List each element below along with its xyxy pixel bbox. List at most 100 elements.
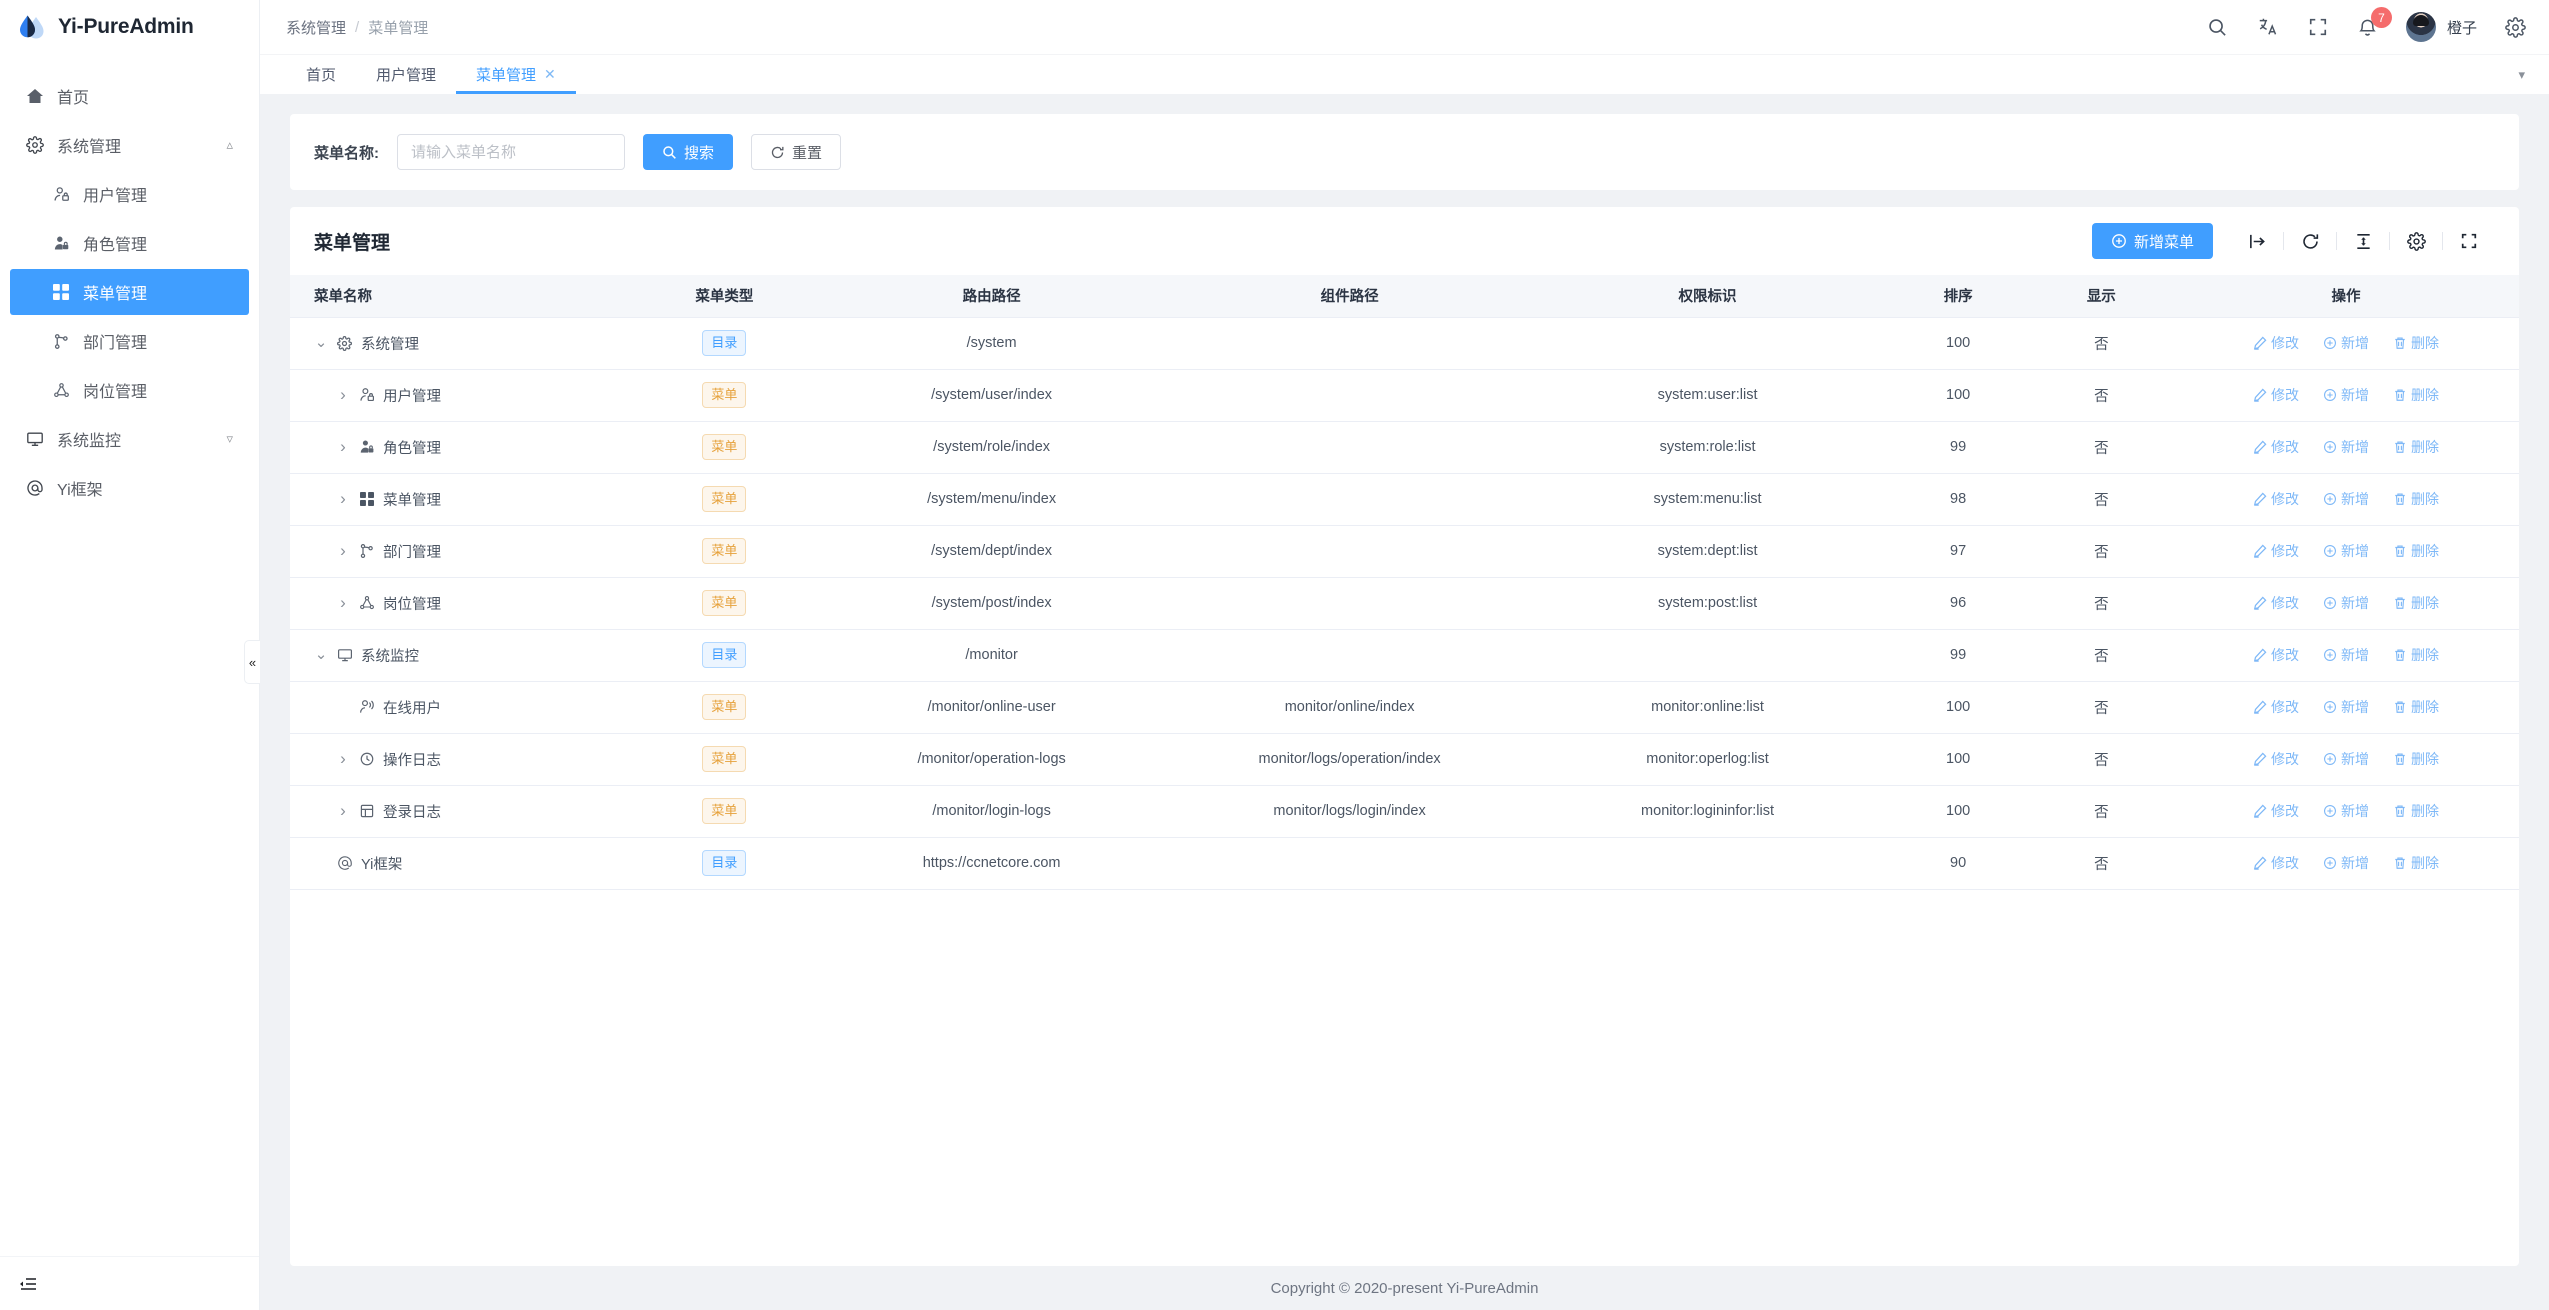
edit-action[interactable]: 修改 xyxy=(2253,385,2299,405)
sidebar-item-dept[interactable]: 部门管理 xyxy=(10,318,249,364)
delete-action[interactable]: 删除 xyxy=(2393,645,2439,665)
add-action[interactable]: 新增 xyxy=(2323,697,2369,717)
tab-user-management[interactable]: 用户管理 xyxy=(356,54,456,94)
add-action[interactable]: 新增 xyxy=(2323,489,2369,509)
expand-all-icon[interactable] xyxy=(2244,228,2270,254)
reset-button[interactable]: 重置 xyxy=(751,134,842,170)
cell-visible: 否 xyxy=(2029,369,2173,422)
chevron-right-icon[interactable]: › xyxy=(340,385,346,404)
translate-icon[interactable] xyxy=(2256,15,2280,39)
chevron-right-icon[interactable]: › xyxy=(340,489,346,508)
table-row[interactable]: Yi框架 目录 https://ccnetcore.com 90 否 修改 新增 删除 xyxy=(290,837,2519,890)
sidebar-item-post[interactable]: 岗位管理 xyxy=(10,367,249,413)
edit-action[interactable]: 修改 xyxy=(2253,749,2299,769)
brand[interactable]: Yi-PureAdmin xyxy=(0,0,259,54)
delete-action[interactable]: 删除 xyxy=(2393,385,2439,405)
edit-action[interactable]: 修改 xyxy=(2253,593,2299,613)
plus-circle-icon xyxy=(2323,596,2337,610)
chevron-right-icon[interactable]: › xyxy=(340,437,346,456)
plus-circle-icon xyxy=(2323,804,2337,818)
fullscreen-icon[interactable] xyxy=(2456,228,2482,254)
add-action[interactable]: 新增 xyxy=(2323,333,2369,353)
delete-action[interactable]: 删除 xyxy=(2393,437,2439,457)
close-icon[interactable]: ✕ xyxy=(544,65,556,82)
table-row[interactable]: ⌄ 系统监控 目录/monitor 99 否 修改 新增 删除 xyxy=(290,629,2519,682)
fullscreen-icon[interactable] xyxy=(2306,15,2330,39)
breadcrumb-parent[interactable]: 系统管理 xyxy=(286,19,347,37)
sidebar-collapse-handle[interactable]: « xyxy=(244,640,260,684)
chevron-right-icon[interactable]: › xyxy=(340,749,346,768)
cell-component-path: monitor/online/index xyxy=(1170,681,1529,734)
edit-action[interactable]: 修改 xyxy=(2253,697,2299,717)
add-action[interactable]: 新增 xyxy=(2323,801,2369,821)
delete-action[interactable]: 删除 xyxy=(2393,593,2439,613)
table-row[interactable]: › 用户管理 菜单/system/user/index system:user:lis… xyxy=(290,369,2519,422)
trash-icon xyxy=(2393,440,2407,454)
add-action[interactable]: 新增 xyxy=(2323,593,2369,613)
menu-table: 菜单名称 菜单类型 路由路径 组件路径 权限标识 排序 显示 操作 ⌄ 系统管理目… xyxy=(290,275,2519,890)
delete-action[interactable]: 删除 xyxy=(2393,541,2439,561)
sidebar-item-home[interactable]: 首页 xyxy=(10,73,249,119)
tab-menu-management[interactable]: 菜单管理 ✕ xyxy=(456,54,576,94)
divider xyxy=(2283,232,2284,250)
table-row[interactable]: ⌄ 系统管理 目录/system 100 否 修改 新增 删除 xyxy=(290,316,2519,370)
table-row[interactable]: › 操作日志 菜单/monitor/operation-logs monitor/lo… xyxy=(290,733,2519,786)
sidebar-item-menu[interactable]: 菜单管理 xyxy=(10,269,249,315)
add-action[interactable]: 新增 xyxy=(2323,437,2369,457)
chevron-down-icon[interactable]: ⌄ xyxy=(314,334,328,351)
sidebar-item-system[interactable]: 系统管理 ▵ xyxy=(10,122,249,168)
chevron-down-icon[interactable]: ▾ xyxy=(2518,67,2525,82)
bell-icon[interactable]: 7 xyxy=(2356,7,2392,39)
add-menu-button[interactable]: 新增菜单 xyxy=(2091,223,2213,259)
table-row[interactable]: › 岗位管理 菜单/system/post/index system:post:lis… xyxy=(290,577,2519,630)
density-icon[interactable] xyxy=(2350,228,2376,254)
table-row[interactable]: › 登录日志 菜单/monitor/login-logs monitor/logs/l… xyxy=(290,785,2519,838)
chevron-right-icon[interactable]: › xyxy=(340,593,346,612)
edit-action[interactable]: 修改 xyxy=(2253,437,2299,457)
delete-action[interactable]: 删除 xyxy=(2393,749,2439,769)
gear-icon xyxy=(336,335,353,352)
settings-gear-icon[interactable] xyxy=(2403,228,2429,254)
delete-action[interactable]: 删除 xyxy=(2393,853,2439,873)
chevron-down-icon[interactable]: ⌄ xyxy=(314,646,328,663)
add-action[interactable]: 新增 xyxy=(2323,853,2369,873)
edit-action[interactable]: 修改 xyxy=(2253,333,2299,353)
edit-action[interactable]: 修改 xyxy=(2253,853,2299,873)
indent-decrease-icon[interactable] xyxy=(18,1274,38,1294)
edit-action[interactable]: 修改 xyxy=(2253,801,2299,821)
gear-icon[interactable] xyxy=(2503,15,2527,39)
table-row[interactable]: › 角色管理 菜单/system/role/index system:role:lis… xyxy=(290,421,2519,474)
add-action[interactable]: 新增 xyxy=(2323,541,2369,561)
search-button[interactable]: 搜索 xyxy=(643,134,734,170)
user-name: 橙子 xyxy=(2446,19,2477,37)
edit-action[interactable]: 修改 xyxy=(2253,541,2299,561)
sidebar-item-monitor[interactable]: 系统监控 ▿ xyxy=(10,416,249,462)
tab-home[interactable]: 首页 xyxy=(286,54,356,94)
edit-action[interactable]: 修改 xyxy=(2253,489,2299,509)
table-row[interactable]: › 部门管理 菜单/system/dept/index system:dept:lis… xyxy=(290,525,2519,578)
add-action[interactable]: 新增 xyxy=(2323,385,2369,405)
search-icon[interactable] xyxy=(2206,15,2230,39)
add-action[interactable]: 新增 xyxy=(2323,749,2369,769)
refresh-icon[interactable] xyxy=(2297,228,2323,254)
menu-name-input[interactable] xyxy=(397,134,625,170)
sidebar-item-role[interactable]: 角色管理 xyxy=(10,220,249,266)
trash-icon xyxy=(2393,856,2407,870)
chevron-right-icon[interactable]: › xyxy=(340,801,346,820)
cell-permission: system:post:list xyxy=(1528,577,1887,630)
table-row[interactable]: 在线用户 菜单/monitor/online-user monitor/online… xyxy=(290,681,2519,734)
sidebar-item-yi-framework[interactable]: Yi框架 xyxy=(10,465,249,511)
action-label: 修改 xyxy=(2270,855,2299,871)
delete-action[interactable]: 删除 xyxy=(2393,489,2439,509)
edit-action[interactable]: 修改 xyxy=(2253,645,2299,665)
delete-action[interactable]: 删除 xyxy=(2393,697,2439,717)
sidebar-item-user[interactable]: 用户管理 xyxy=(10,171,249,217)
cell-menu-name: Yi框架 xyxy=(290,837,637,890)
table-row[interactable]: › 菜单管理 菜单/system/menu/index system:menu:lis… xyxy=(290,473,2519,526)
add-action[interactable]: 新增 xyxy=(2323,645,2369,665)
delete-action[interactable]: 删除 xyxy=(2393,801,2439,821)
chevron-right-icon[interactable]: › xyxy=(340,541,346,560)
cell-actions: 修改 新增 删除 xyxy=(2172,733,2519,786)
delete-action[interactable]: 删除 xyxy=(2393,333,2439,353)
user-menu[interactable]: 橙子 xyxy=(2405,12,2477,42)
